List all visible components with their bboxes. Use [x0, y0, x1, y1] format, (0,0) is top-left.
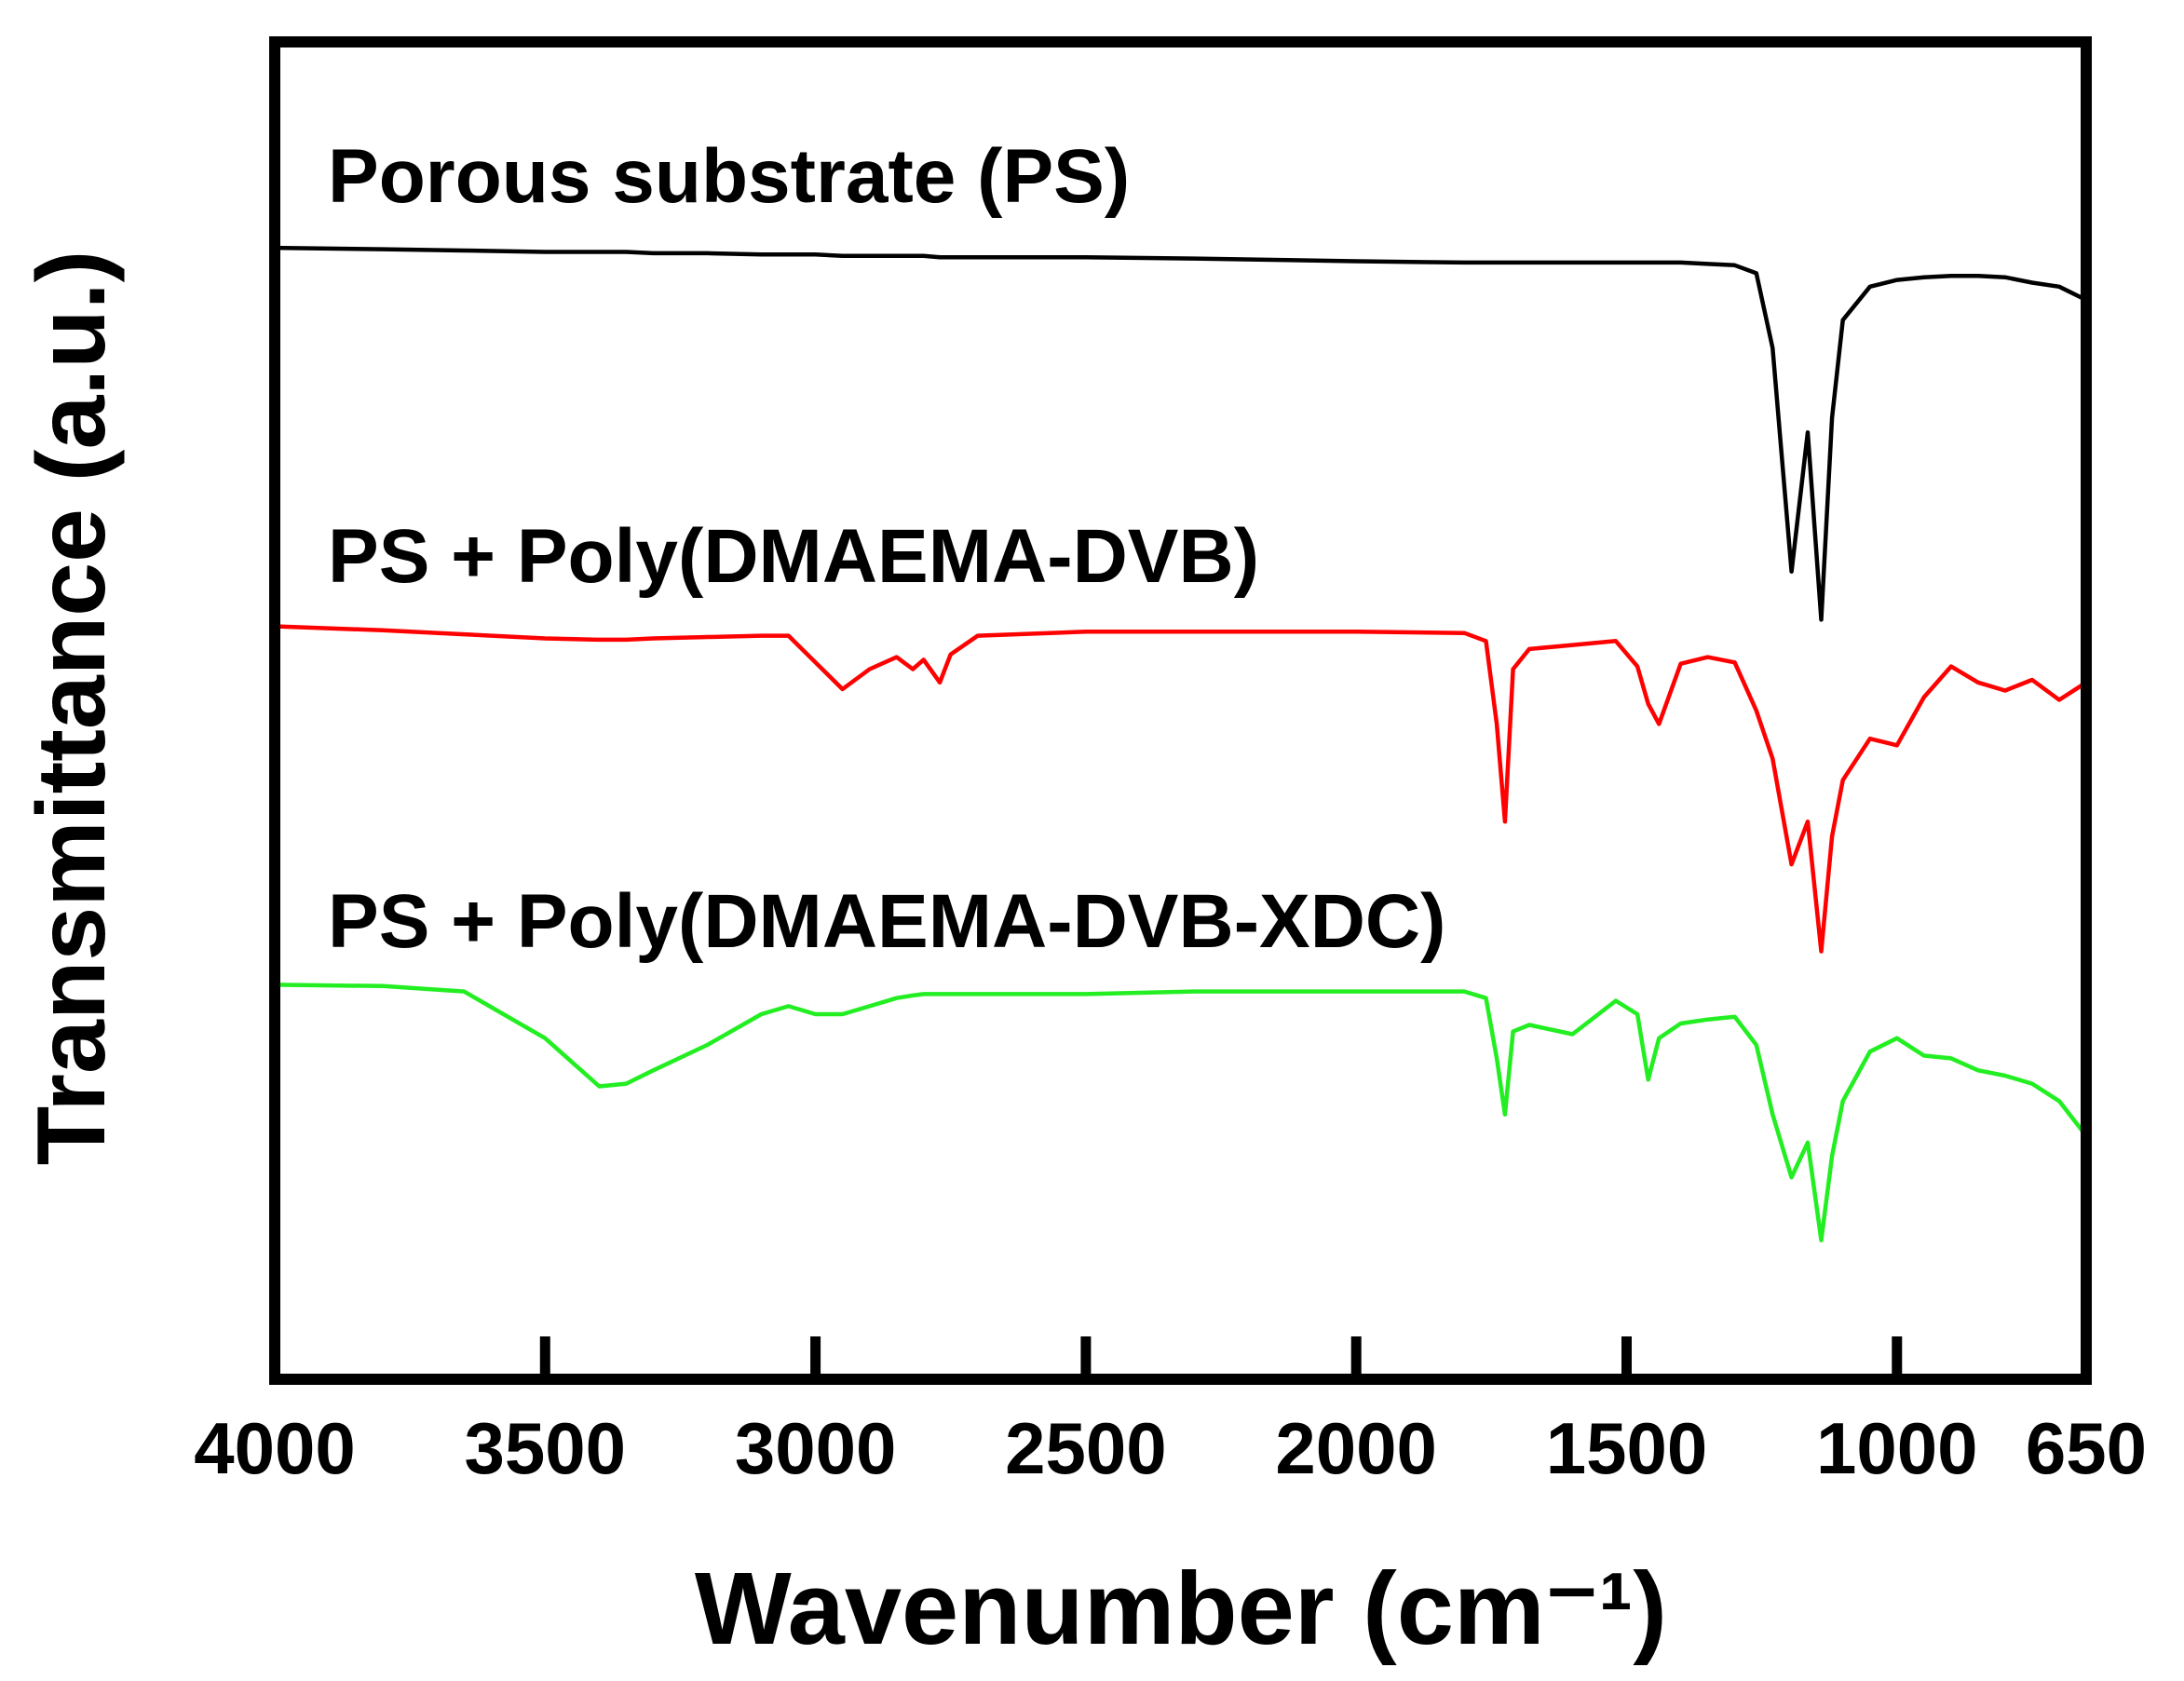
- series-label: Porous substrate (PS): [328, 134, 1130, 219]
- x-tick-label: 1000: [1816, 1407, 1978, 1489]
- series-label: PS + Poly(DMAEMA-DVB-XDC): [328, 879, 1445, 964]
- x-tick-label: 3500: [465, 1407, 627, 1489]
- series-label: PS + Poly(DMAEMA-DVB): [328, 514, 1259, 599]
- spectrum-line: [274, 624, 2088, 954]
- x-tick-label: 2000: [1275, 1407, 1437, 1489]
- x-axis-label: Wavenumber (cm⁻¹): [695, 1552, 1667, 1666]
- spectrum-line: [274, 245, 2087, 622]
- spectrum-line: [274, 983, 2088, 1242]
- x-tick-label: 4000: [194, 1407, 356, 1489]
- plot-frame: [269, 36, 2092, 1385]
- x-tick-label: 650: [2026, 1407, 2147, 1489]
- x-tick-label: 2500: [1005, 1407, 1167, 1489]
- x-tick-label: 3000: [735, 1407, 897, 1489]
- x-tick-label: 1500: [1546, 1407, 1708, 1489]
- y-axis-label: Transmittance (a.u.): [18, 251, 126, 1165]
